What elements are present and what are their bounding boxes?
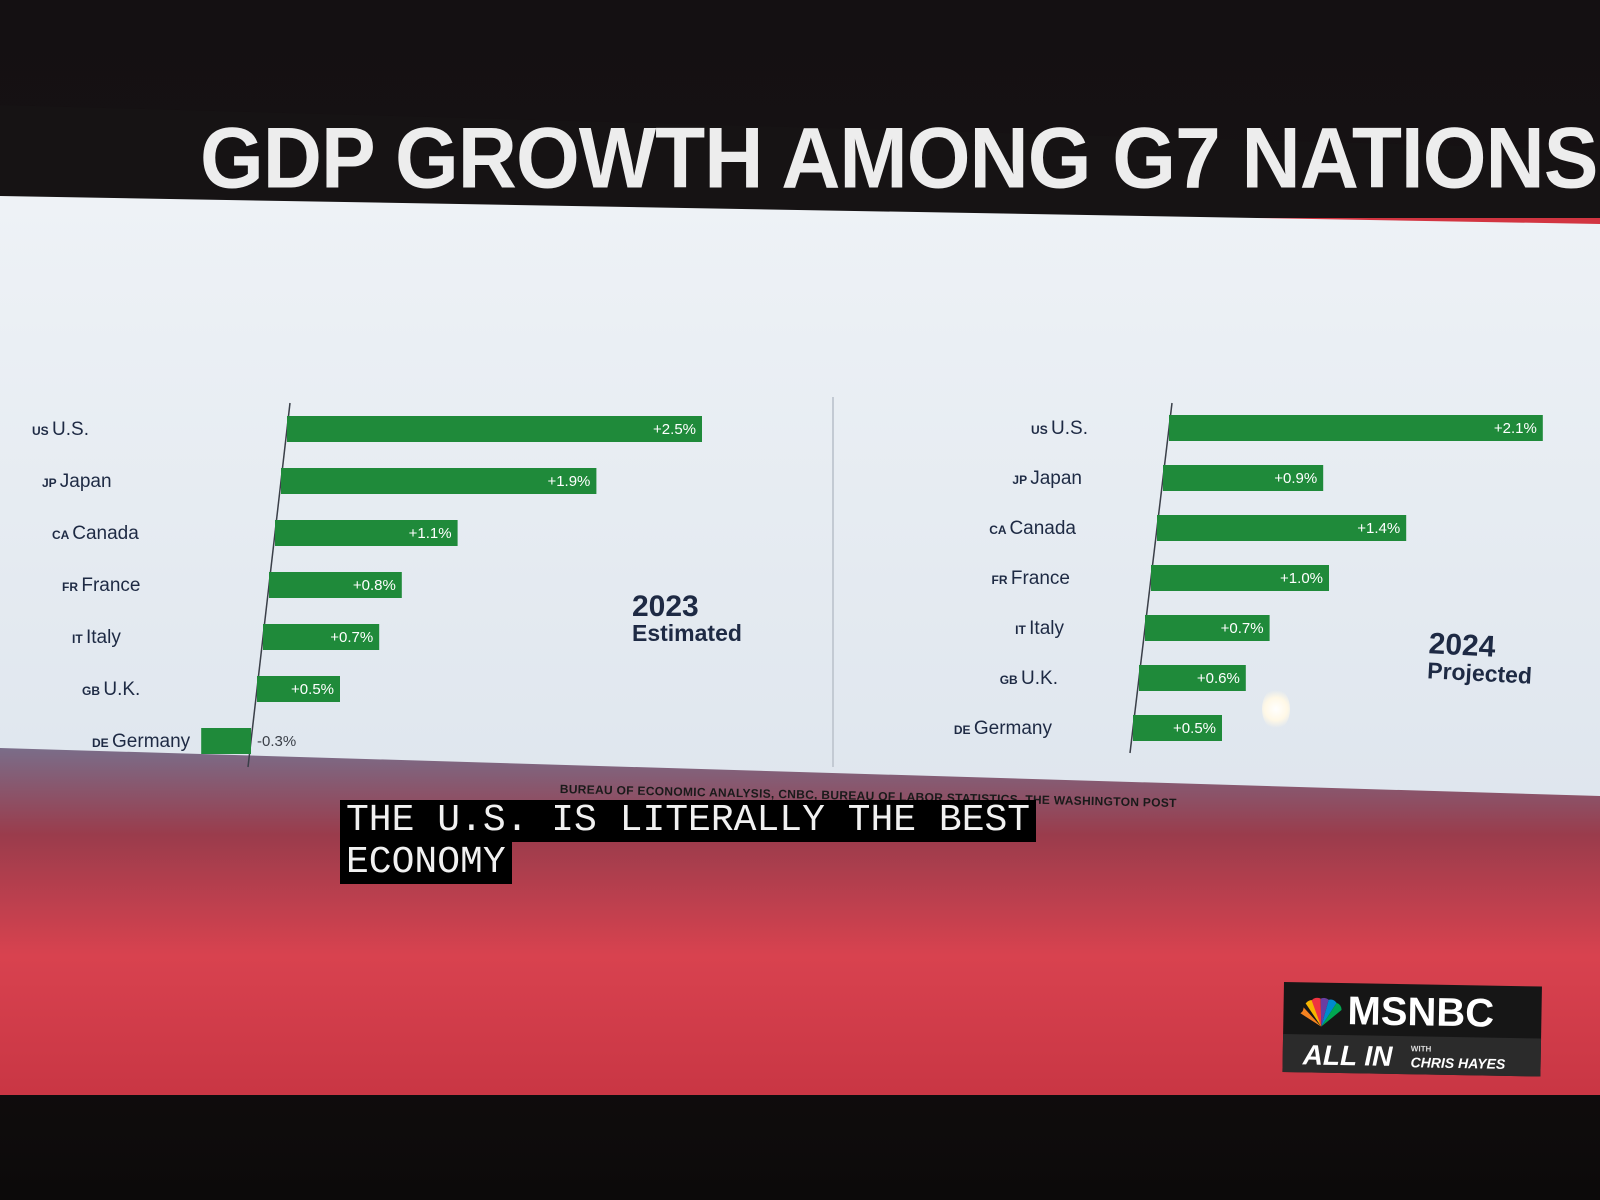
country-code-germany: DE [954,723,974,737]
show-host: CHRIS HAYES [1410,1054,1506,1072]
bar-germany [1133,715,1222,741]
caption-line-1: THE U.S. IS LITERALLY THE BEST [340,800,1037,842]
country-code-uk: GB [82,684,103,698]
country-name-germany: Germany [112,731,191,752]
value-label-germany: +0.5% [1173,720,1216,737]
msnbc-text: MSNBC [1347,989,1495,1036]
category-label-france: FR France [62,575,140,596]
year-2023-value: 2023 [632,590,699,623]
bar-us [1169,415,1543,441]
network-logo: MSNBC ALL IN WITH CHRIS HAYES [1282,982,1542,1077]
bar-us [287,416,702,442]
country-code-germany: DE [92,736,112,750]
bar-germany [201,728,251,754]
value-label-canada: +1.4% [1357,520,1400,537]
country-code-canada: CA [52,528,72,542]
country-name-italy: Italy [1029,618,1064,639]
value-label-uk: +0.5% [291,681,334,698]
value-label-italy: +0.7% [1221,620,1264,637]
country-code-us: US [32,424,52,438]
country-name-japan: Japan [60,471,112,492]
value-label-us: +2.5% [653,421,696,438]
panel-divider [832,397,834,767]
value-label-us: +2.1% [1494,420,1537,437]
country-code-japan: JP [1012,473,1030,487]
category-label-uk: GB U.K. [82,679,140,700]
country-code-us: US [1031,423,1051,437]
value-label-germany: -0.3% [257,733,296,750]
category-label-japan: JP Japan [1012,468,1082,489]
country-name-france: France [81,575,140,596]
value-label-japan: +0.9% [1274,470,1317,487]
country-code-italy: IT [1015,623,1029,637]
bar-canada [1157,515,1407,541]
value-label-italy: +0.7% [330,629,373,646]
year-2023-subtitle: Estimated [632,620,742,646]
year-2024-subtitle: Projected [1426,657,1533,689]
bar-italy [263,624,380,650]
category-label-canada: CA Canada [52,523,139,544]
bar-uk [257,676,340,702]
category-label-us: US U.S. [1031,418,1088,439]
country-code-japan: JP [42,476,60,490]
country-name-uk: U.K. [103,679,140,700]
value-label-uk: +0.6% [1197,670,1240,687]
bar-japan [1163,465,1324,491]
country-code-uk: GB [1000,673,1021,687]
country-name-italy: Italy [86,627,121,648]
country-name-germany: Germany [974,718,1053,739]
category-label-italy: IT Italy [1015,618,1064,639]
peacock-icon [1300,998,1342,1028]
country-name-us: U.S. [1051,418,1088,439]
chart-2024: +2.1% US U.S. +0.9% JP Japan +1.4% CA Canada +… [954,402,1543,754]
value-label-france: +0.8% [353,577,396,594]
bar-france [269,572,402,598]
country-code-italy: IT [72,632,86,646]
country-name-canada: Canada [72,523,139,544]
category-label-us: US U.S. [32,419,89,440]
category-label-germany: DE Germany [92,731,191,752]
year-2023-label: 2023 Estimated [632,592,742,645]
value-label-france: +1.0% [1280,570,1323,587]
caption-line-2: ECONOMY [340,842,512,884]
country-code-france: FR [62,580,81,594]
country-name-japan: Japan [1030,468,1082,489]
bar-japan [281,468,597,494]
category-label-japan: JP Japan [42,471,112,492]
country-name-france: France [1011,568,1070,589]
bar-france [1151,565,1329,591]
value-label-japan: +1.9% [547,473,590,490]
country-name-us: U.S. [52,419,89,440]
chart-title: GDP GROWTH AMONG G7 NATIONS [200,110,1598,207]
category-label-italy: IT Italy [72,627,121,648]
country-code-canada: CA [989,523,1009,537]
bar-canada [275,520,458,546]
chart-2023: +2.5% US U.S. +1.9% JP Japan +1.1% CA Canada +… [32,402,702,768]
year-2024-label: 2024 Projected [1426,627,1534,689]
category-label-uk: GB U.K. [1000,668,1058,689]
category-label-france: FR France [992,568,1070,589]
bar-uk [1139,665,1246,691]
category-label-canada: CA Canada [989,518,1076,539]
country-name-canada: Canada [1009,518,1076,539]
bar-italy [1145,615,1270,641]
show-title: ALL IN [1302,1039,1393,1072]
value-label-canada: +1.1% [409,525,452,542]
country-code-france: FR [992,573,1011,587]
screen-glare [1262,688,1290,730]
msnbc-wordmark: MSNBC [1295,988,1495,1036]
category-label-germany: DE Germany [954,718,1053,739]
country-name-uk: U.K. [1021,668,1058,689]
show-with: WITH [1410,1044,1432,1054]
